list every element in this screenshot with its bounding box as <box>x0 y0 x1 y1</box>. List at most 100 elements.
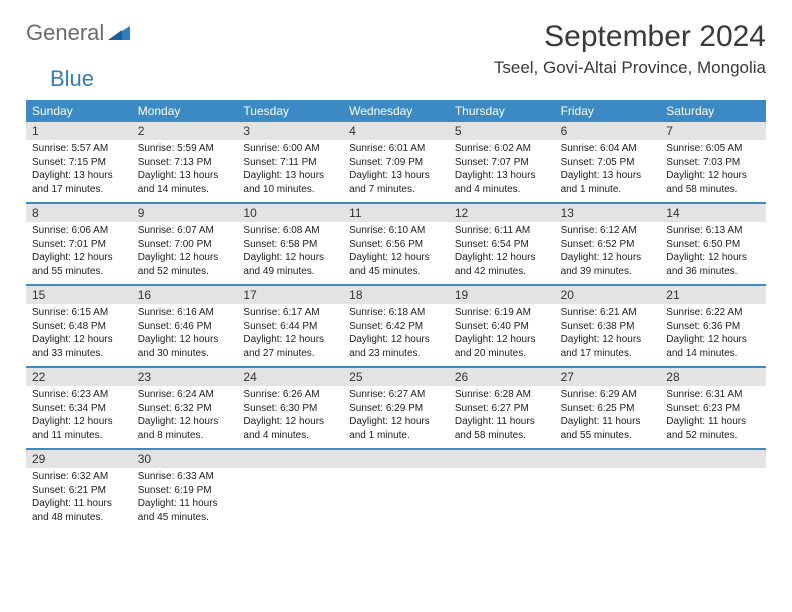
day-content: Sunrise: 5:57 AMSunset: 7:15 PMDaylight:… <box>26 140 132 202</box>
sunrise-text: Sunrise: 6:21 AM <box>561 306 655 320</box>
day-cell: 20Sunrise: 6:21 AMSunset: 6:38 PMDayligh… <box>555 286 661 366</box>
day-content: Sunrise: 6:12 AMSunset: 6:52 PMDaylight:… <box>555 222 661 284</box>
sunset-text: Sunset: 6:30 PM <box>243 402 337 416</box>
day-content: Sunrise: 6:26 AMSunset: 6:30 PMDaylight:… <box>237 386 343 448</box>
sunrise-text: Sunrise: 6:31 AM <box>666 388 760 402</box>
day-content: Sunrise: 6:11 AMSunset: 6:54 PMDaylight:… <box>449 222 555 284</box>
day-number <box>555 450 661 468</box>
week-row: 15Sunrise: 6:15 AMSunset: 6:48 PMDayligh… <box>26 286 766 368</box>
day-content: Sunrise: 6:16 AMSunset: 6:46 PMDaylight:… <box>132 304 238 366</box>
daylight-text: Daylight: 12 hours and 11 minutes. <box>32 415 126 442</box>
day-cell: 16Sunrise: 6:16 AMSunset: 6:46 PMDayligh… <box>132 286 238 366</box>
sunrise-text: Sunrise: 6:04 AM <box>561 142 655 156</box>
day-number: 14 <box>660 204 766 222</box>
day-number: 28 <box>660 368 766 386</box>
week-row: 8 Sunrise: 6:06 AMSunset: 7:01 PM Daylight… <box>26 204 766 286</box>
day-number: 20 <box>555 286 661 304</box>
sunset-text: Sunset: 7:15 PM <box>32 156 126 170</box>
week-row: 22Sunrise: 6:23 AMSunset: 6:34 PMDayligh… <box>26 368 766 450</box>
day-content <box>660 468 766 524</box>
day-cell <box>449 450 555 530</box>
day-content: Sunrise: 6:32 AMSunset: 6:21 PMDaylight:… <box>26 468 132 530</box>
day-content: Sunrise: 6:27 AMSunset: 6:29 PMDaylight:… <box>343 386 449 448</box>
daylight-text: Daylight: 12 hours and 1 minute. <box>349 415 443 442</box>
sunset-text: Sunset: 6:40 PM <box>455 320 549 334</box>
day-content: Sunrise: 6:21 AMSunset: 6:38 PMDaylight:… <box>555 304 661 366</box>
day-cell: 7Sunrise: 6:05 AMSunset: 7:03 PMDaylight… <box>660 122 766 202</box>
sunrise-text: Sunrise: 5:59 AM <box>138 142 232 156</box>
day-cell <box>555 450 661 530</box>
sunset-text: Sunset: 7:13 PM <box>138 156 232 170</box>
dayheader-saturday: Saturday <box>660 100 766 122</box>
dayheader-sunday: Sunday <box>26 100 132 122</box>
sunset-text: Sunset: 6:50 PM <box>666 238 760 252</box>
title-block: September 2024 Tseel, Govi-Altai Provinc… <box>494 20 766 78</box>
sunset-text: Sunset: 6:38 PM <box>561 320 655 334</box>
sunset-text: Sunset: 6:27 PM <box>455 402 549 416</box>
daylight-text: Daylight: 12 hours and 49 minutes. <box>243 251 337 278</box>
sunset-text: Sunset: 6:29 PM <box>349 402 443 416</box>
week-row: 29Sunrise: 6:32 AMSunset: 6:21 PMDayligh… <box>26 450 766 530</box>
sunrise-text: Sunrise: 6:22 AM <box>666 306 760 320</box>
day-content: Sunrise: 6:08 AMSunset: 6:58 PMDaylight:… <box>237 222 343 284</box>
day-number: 26 <box>449 368 555 386</box>
sunset-text: Sunset: 6:58 PM <box>243 238 337 252</box>
daylight-text: Daylight: 13 hours and 1 minute. <box>561 169 655 196</box>
day-number: 8 <box>26 204 132 222</box>
location: Tseel, Govi-Altai Province, Mongolia <box>494 58 766 78</box>
daylight-text: Daylight: 12 hours and 36 minutes. <box>666 251 760 278</box>
day-content <box>555 468 661 524</box>
day-cell: 9Sunrise: 6:07 AMSunset: 7:00 PMDaylight… <box>132 204 238 284</box>
daylight-text: Daylight: 11 hours and 55 minutes. <box>561 415 655 442</box>
daylight-text: Daylight: 13 hours and 10 minutes. <box>243 169 337 196</box>
month-title: September 2024 <box>494 20 766 54</box>
sunrise-text: Sunrise: 6:06 AM <box>32 224 126 238</box>
sunrise-text: Sunrise: 6:33 AM <box>138 470 232 484</box>
day-number <box>237 450 343 468</box>
sunrise-text: Sunrise: 6:11 AM <box>455 224 549 238</box>
sunrise-text: Sunrise: 6:19 AM <box>455 306 549 320</box>
sunrise-text: Sunrise: 6:08 AM <box>243 224 337 238</box>
sunrise-text: Sunrise: 6:16 AM <box>138 306 232 320</box>
dayheader-thursday: Thursday <box>449 100 555 122</box>
day-content: Sunrise: 6:15 AMSunset: 6:48 PMDaylight:… <box>26 304 132 366</box>
day-cell: 24Sunrise: 6:26 AMSunset: 6:30 PMDayligh… <box>237 368 343 448</box>
day-content: Sunrise: 6:01 AMSunset: 7:09 PMDaylight:… <box>343 140 449 202</box>
day-cell: 2Sunrise: 5:59 AMSunset: 7:13 PMDaylight… <box>132 122 238 202</box>
day-cell: 19Sunrise: 6:19 AMSunset: 6:40 PMDayligh… <box>449 286 555 366</box>
daylight-text: Daylight: 12 hours and 4 minutes. <box>243 415 337 442</box>
sunset-text: Sunset: 7:01 PM <box>32 238 126 252</box>
sunrise-text: Sunrise: 6:00 AM <box>243 142 337 156</box>
day-number: 24 <box>237 368 343 386</box>
dayheader-tuesday: Tuesday <box>237 100 343 122</box>
day-content: Sunrise: 5:59 AMSunset: 7:13 PMDaylight:… <box>132 140 238 202</box>
logo-text-blue: Blue <box>50 66 94 92</box>
sunrise-text: Sunrise: 6:29 AM <box>561 388 655 402</box>
dayheader-wednesday: Wednesday <box>343 100 449 122</box>
day-content: Sunrise: 6:29 AMSunset: 6:25 PMDaylight:… <box>555 386 661 448</box>
day-number: 19 <box>449 286 555 304</box>
sunset-text: Sunset: 6:48 PM <box>32 320 126 334</box>
day-cell: 4Sunrise: 6:01 AMSunset: 7:09 PMDaylight… <box>343 122 449 202</box>
day-content: Sunrise: 6:17 AMSunset: 6:44 PMDaylight:… <box>237 304 343 366</box>
day-content: Sunrise: 6:22 AMSunset: 6:36 PMDaylight:… <box>660 304 766 366</box>
daylight-text: Daylight: 13 hours and 14 minutes. <box>138 169 232 196</box>
day-content <box>343 468 449 524</box>
sunrise-text: Sunrise: 6:05 AM <box>666 142 760 156</box>
daylight-text: Daylight: 12 hours and 45 minutes. <box>349 251 443 278</box>
sunrise-text: Sunrise: 6:32 AM <box>32 470 126 484</box>
day-content: Sunrise: 6:05 AMSunset: 7:03 PMDaylight:… <box>660 140 766 202</box>
sunrise-text: Sunrise: 6:23 AM <box>32 388 126 402</box>
sunset-text: Sunset: 6:54 PM <box>455 238 549 252</box>
day-content: Sunrise: 6:19 AMSunset: 6:40 PMDaylight:… <box>449 304 555 366</box>
day-cell: 8Sunrise: 6:06 AMSunset: 7:01 PMDaylight… <box>26 204 132 284</box>
day-content: Sunrise: 6:28 AMSunset: 6:27 PMDaylight:… <box>449 386 555 448</box>
sunrise-text: Sunrise: 6:18 AM <box>349 306 443 320</box>
week-row: 1Sunrise: 5:57 AMSunset: 7:15 PMDaylight… <box>26 122 766 204</box>
day-cell: 23Sunrise: 6:24 AMSunset: 6:32 PMDayligh… <box>132 368 238 448</box>
day-cell: 13Sunrise: 6:12 AMSunset: 6:52 PMDayligh… <box>555 204 661 284</box>
day-number: 11 <box>343 204 449 222</box>
day-cell: 17Sunrise: 6:17 AMSunset: 6:44 PMDayligh… <box>237 286 343 366</box>
daylight-text: Daylight: 12 hours and 58 minutes. <box>666 169 760 196</box>
day-cell: 6Sunrise: 6:04 AMSunset: 7:05 PMDaylight… <box>555 122 661 202</box>
